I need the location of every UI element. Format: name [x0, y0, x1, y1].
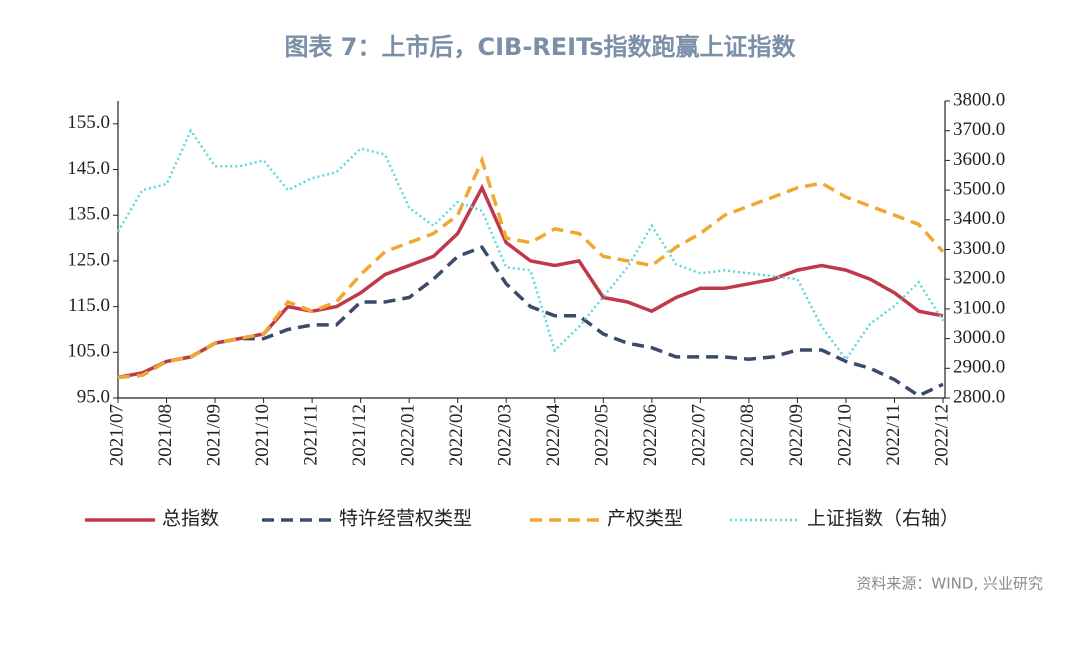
x-tick-label: 2022/02	[446, 404, 467, 466]
y-tick-label: 155.0	[67, 112, 110, 133]
y2-tick-label: 3500.0	[953, 178, 1005, 199]
x-tick-label: 2021/08	[155, 404, 176, 466]
y2-tick-label: 2800.0	[953, 386, 1005, 407]
y-tick-label: 95.0	[77, 386, 110, 407]
x-tick-label: 2022/12	[931, 404, 952, 466]
y-tick-label: 115.0	[68, 295, 110, 316]
x-tick-label: 2022/06	[640, 404, 661, 466]
y2-tick-label: 3000.0	[953, 327, 1005, 348]
legend-label: 特许经营权类型	[339, 507, 472, 529]
x-tick-label: 2021/07	[106, 404, 127, 466]
x-tick-label: 2022/07	[689, 404, 710, 466]
legend-label: 上证指数（右轴）	[807, 507, 959, 529]
y-tick-label: 135.0	[67, 204, 110, 225]
x-tick-label: 2022/11	[883, 404, 904, 466]
series-line	[117, 245, 944, 398]
series-line	[117, 155, 945, 380]
y-tick-label: 105.0	[67, 341, 110, 362]
legend-label: 产权类型	[607, 507, 683, 529]
series-line	[116, 128, 945, 362]
x-tick-label: 2022/03	[495, 404, 516, 466]
y2-tick-label: 3800.0	[953, 89, 1005, 110]
y2-tick-label: 2900.0	[953, 357, 1005, 378]
source-note: 资料来源：WIND, 兴业研究	[856, 575, 1043, 593]
y2-tick-label: 3100.0	[953, 297, 1005, 318]
x-tick-label: 2021/10	[252, 404, 273, 466]
series-line	[117, 183, 944, 380]
legend-label: 总指数	[162, 507, 219, 529]
y2-tick-label: 3200.0	[953, 268, 1005, 289]
y2-tick-label: 3600.0	[953, 149, 1005, 170]
y2-tick-label: 3400.0	[953, 208, 1005, 229]
x-tick-label: 2022/09	[786, 404, 807, 466]
x-tick-label: 2022/05	[592, 404, 613, 466]
x-tick-label: 2021/11	[300, 404, 321, 466]
x-tick-label: 2022/08	[737, 404, 758, 466]
x-tick-label: 2022/04	[543, 404, 564, 467]
x-tick-label: 2021/12	[349, 404, 370, 466]
y-tick-label: 125.0	[67, 249, 110, 270]
x-tick-label: 2022/10	[834, 404, 855, 466]
chart-title: 图表 7：上市后，CIB-REITs指数跑赢上证指数	[284, 33, 796, 61]
x-tick-label: 2022/01	[398, 404, 419, 466]
x-tick-label: 2021/09	[203, 404, 224, 466]
y2-tick-label: 3700.0	[953, 119, 1005, 140]
y-tick-label: 145.0	[67, 158, 110, 179]
y2-tick-label: 3300.0	[953, 238, 1005, 259]
